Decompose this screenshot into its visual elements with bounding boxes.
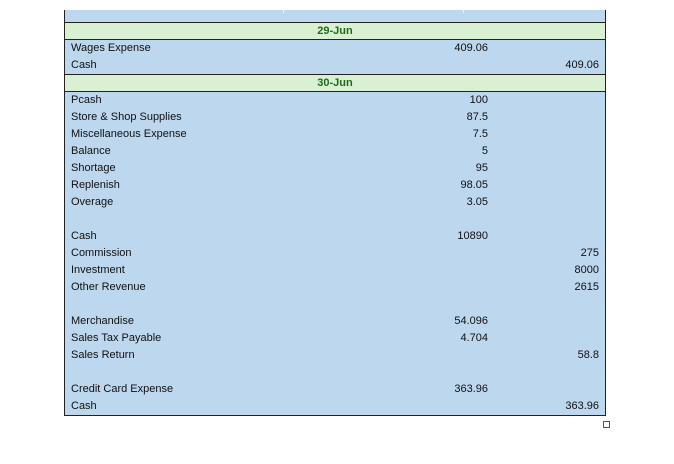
account-cell[interactable]: Store & Shop Supplies bbox=[71, 111, 182, 123]
credit-cell[interactable]: 275 bbox=[580, 247, 599, 259]
debit-cell[interactable]: 4.704 bbox=[460, 332, 488, 344]
journal-sheet: 29-Jun Wages Expense 409.06 Cash 409.06 … bbox=[64, 10, 606, 416]
account-cell[interactable]: Balance bbox=[71, 145, 111, 157]
journal-row[interactable]: Sales Return 58.8 bbox=[65, 347, 605, 364]
account-cell[interactable]: Wages Expense bbox=[71, 42, 151, 54]
debit-cell[interactable]: 409.06 bbox=[454, 42, 488, 54]
journal-row[interactable]: Store & Shop Supplies 87.5 bbox=[65, 109, 605, 126]
account-cell[interactable]: Merchandise bbox=[71, 315, 134, 327]
journal-row[interactable]: Cash 10890 bbox=[65, 228, 605, 245]
account-cell[interactable]: Pcash bbox=[71, 94, 102, 106]
account-cell[interactable]: Commission bbox=[71, 247, 132, 259]
journal-row[interactable]: Merchandise 54.096 bbox=[65, 313, 605, 330]
account-cell[interactable]: Cash bbox=[71, 230, 97, 242]
journal-row[interactable]: Replenish 98.05 bbox=[65, 177, 605, 194]
journal-row[interactable]: Sales Tax Payable 4.704 bbox=[65, 330, 605, 347]
date-header[interactable]: 30-Jun bbox=[65, 74, 605, 92]
top-strip bbox=[65, 10, 605, 23]
account-cell[interactable]: Cash bbox=[71, 59, 97, 71]
debit-cell[interactable]: 363.96 bbox=[454, 383, 488, 395]
resize-handle[interactable] bbox=[603, 421, 610, 428]
date-header[interactable]: 29-Jun bbox=[65, 23, 605, 40]
account-cell[interactable]: Sales Return bbox=[71, 349, 135, 361]
journal-row[interactable]: Commission 275 bbox=[65, 245, 605, 262]
credit-cell[interactable]: 409.06 bbox=[565, 59, 599, 71]
debit-cell[interactable]: 3.05 bbox=[466, 196, 488, 208]
journal-row[interactable]: Investment 8000 bbox=[65, 262, 605, 279]
account-cell[interactable]: Overage bbox=[71, 196, 114, 208]
account-cell[interactable]: Cash bbox=[71, 400, 97, 412]
credit-cell[interactable]: 8000 bbox=[574, 264, 599, 276]
credit-cell[interactable]: 2615 bbox=[574, 281, 599, 293]
journal-row[interactable]: Balance 5 bbox=[65, 143, 605, 160]
journal-rows: Pcash 100 Store & Shop Supplies 87.5 Miscell… bbox=[65, 92, 605, 416]
credit-cell[interactable]: 58.8 bbox=[577, 349, 599, 361]
debit-cell[interactable]: 10890 bbox=[457, 230, 488, 242]
journal-row[interactable]: Shortage 95 bbox=[65, 160, 605, 177]
account-cell[interactable]: Investment bbox=[71, 264, 125, 276]
debit-cell[interactable]: 98.05 bbox=[460, 179, 488, 191]
debit-cell[interactable]: 87.5 bbox=[466, 111, 488, 123]
column-tick bbox=[463, 10, 464, 13]
account-cell[interactable]: Shortage bbox=[71, 162, 116, 174]
account-cell[interactable]: Sales Tax Payable bbox=[71, 332, 162, 344]
debit-cell[interactable]: 100 bbox=[469, 94, 488, 106]
journal-row[interactable]: Pcash 100 bbox=[65, 92, 605, 109]
journal-row[interactable]: Miscellaneous Expense 7.5 bbox=[65, 126, 605, 143]
journal-row[interactable]: Overage 3.05 bbox=[65, 194, 605, 211]
debit-cell[interactable]: 7.5 bbox=[472, 128, 488, 140]
account-cell[interactable]: Credit Card Expense bbox=[71, 383, 174, 395]
account-cell[interactable]: Other Revenue bbox=[71, 281, 146, 293]
journal-row[interactable]: Other Revenue 2615 bbox=[65, 279, 605, 296]
debit-cell[interactable]: 5 bbox=[481, 145, 488, 157]
journal-row[interactable]: Credit Card Expense 363.96 bbox=[65, 381, 605, 398]
credit-cell[interactable]: 363.96 bbox=[565, 400, 599, 412]
journal-row[interactable]: Wages Expense 409.06 bbox=[65, 40, 605, 57]
blank-row[interactable] bbox=[65, 296, 605, 313]
account-cell[interactable]: Miscellaneous Expense bbox=[71, 128, 187, 140]
column-tick bbox=[283, 10, 284, 13]
account-cell[interactable]: Replenish bbox=[71, 179, 120, 191]
debit-cell[interactable]: 54.096 bbox=[454, 315, 488, 327]
journal-row[interactable]: Cash 363.96 bbox=[65, 398, 605, 416]
debit-cell[interactable]: 95 bbox=[475, 162, 488, 174]
blank-row[interactable] bbox=[65, 211, 605, 228]
journal-row[interactable]: Cash 409.06 bbox=[65, 57, 605, 74]
blank-row[interactable] bbox=[65, 364, 605, 381]
